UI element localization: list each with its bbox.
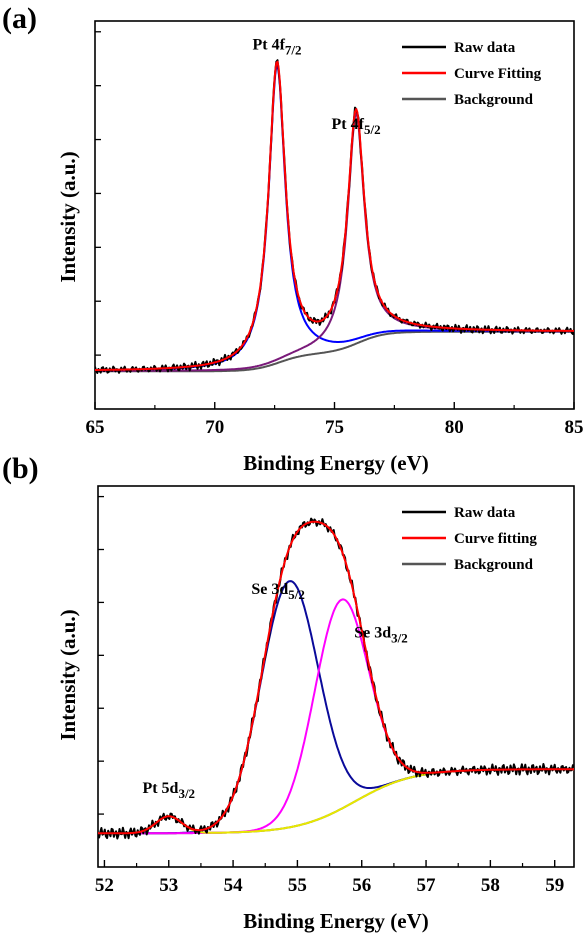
- panel-a-ylabel: Intensity (a.u.): [56, 151, 80, 282]
- peak-label: Pt 5d3/2: [142, 780, 195, 801]
- component-peak-1: [95, 64, 574, 372]
- x-tick-label: 56: [352, 875, 371, 896]
- panel-b-plot: 52 53 54 55 56 57 58 59 Se 3d5/2 Se 3d3/2 Pt 5d3/2…: [95, 485, 575, 896]
- panel-b-label: (b): [2, 452, 39, 485]
- peak-label: Pt 4f5/2: [332, 116, 381, 137]
- legend-label: Background: [454, 557, 534, 573]
- x-tick-label: 80: [445, 417, 464, 438]
- panel-a-xlabel: Binding Energy (eV): [243, 451, 429, 475]
- x-tick-label: 58: [481, 875, 500, 896]
- x-tick-label: 70: [205, 417, 224, 438]
- panel-b-ylabel: Intensity (a.u.): [56, 609, 80, 740]
- curve-fitting-line: [98, 520, 574, 835]
- panel-b-xlabel: Binding Energy (eV): [243, 909, 429, 933]
- x-tick-label: 53: [159, 875, 178, 896]
- x-tick-label: 85: [565, 417, 584, 438]
- component-peak-2: [98, 598, 574, 835]
- legend-label: Raw data: [454, 505, 516, 521]
- plot-frame: [97, 485, 575, 868]
- curve-fitting-line: [95, 60, 574, 371]
- x-tick-label: 65: [86, 417, 105, 438]
- legend-label: Curve Fitting: [454, 66, 542, 82]
- raw-data-line: [98, 517, 574, 840]
- peak-label: Pt 4f7/2: [252, 37, 301, 58]
- x-tick-label: 57: [417, 875, 437, 896]
- legend-label: Raw data: [454, 40, 516, 56]
- x-tick-label: 54: [224, 875, 244, 896]
- legend-label: Background: [454, 92, 534, 108]
- x-tick-label: 75: [325, 417, 344, 438]
- x-tick-label: 55: [288, 875, 307, 896]
- x-tick-label: 52: [95, 875, 114, 896]
- x-tick-label: 59: [545, 875, 564, 896]
- peak-label: Se 3d3/2: [354, 625, 408, 646]
- legend-label: Curve fitting: [454, 531, 537, 547]
- panel-a-plot: 65 70 75 80 85 Pt 4f7/2 Pt 4f5/2 Raw data Curve …: [86, 20, 584, 438]
- peak-label: Se 3d5/2: [251, 581, 305, 602]
- background-line: [95, 330, 574, 373]
- panel-a-label: (a): [2, 2, 37, 35]
